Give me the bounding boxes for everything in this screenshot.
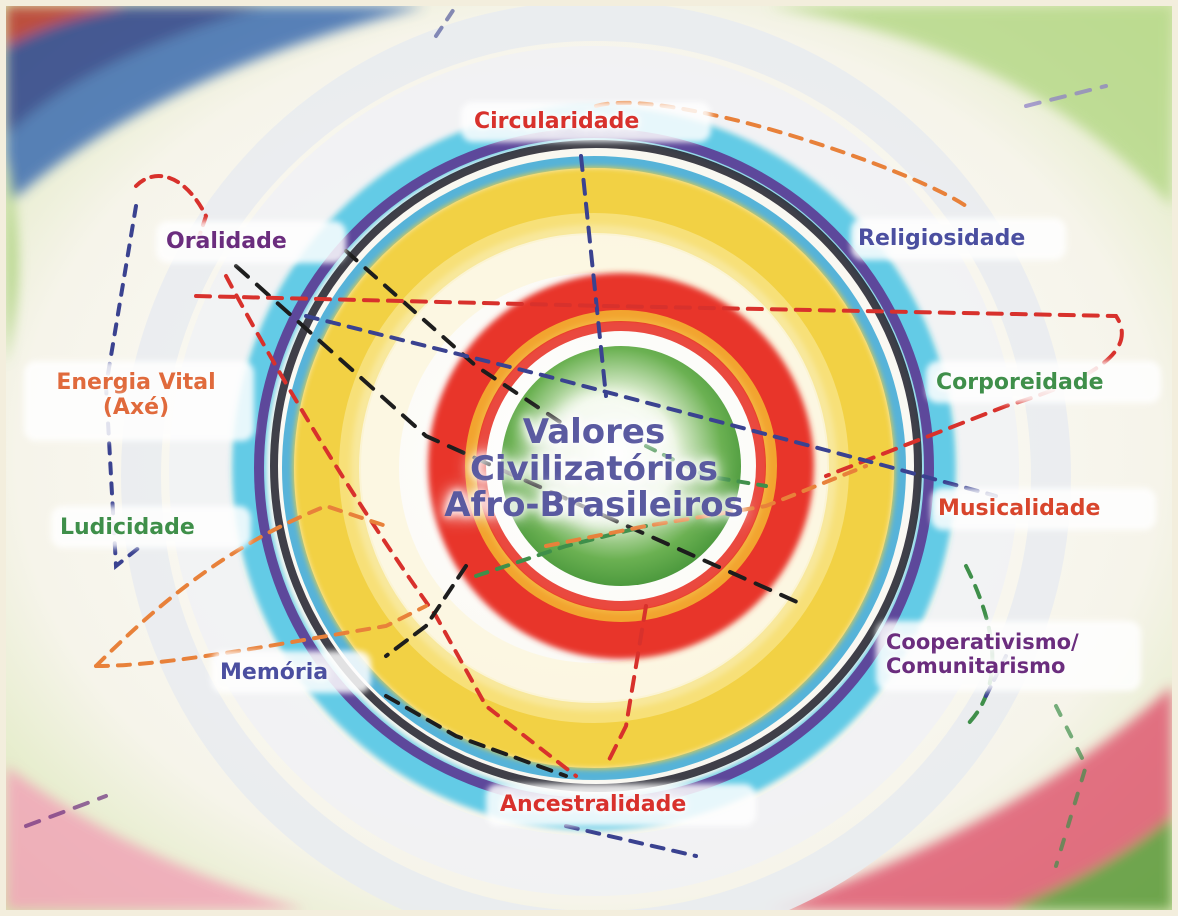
label-cooperativismo-line1: Cooperativismo/ <box>886 630 1079 654</box>
label-musicalidade: Musicalidade <box>938 496 1101 521</box>
label-ludicidade: Ludicidade <box>60 515 195 540</box>
dashed-connections <box>24 6 1124 868</box>
ring-artwork <box>6 6 1172 910</box>
label-memoria: Memória <box>220 660 329 685</box>
label-oralidade: Oralidade <box>166 229 287 254</box>
center-title-line1: Valores <box>522 412 666 452</box>
label-circularidade: Circularidade <box>474 109 640 134</box>
label-corporeidade: Corporeidade <box>936 370 1104 395</box>
label-energia-vital-line2: (Axé) <box>102 395 170 421</box>
corner-washes <box>6 6 1172 910</box>
inner-rings <box>428 273 814 659</box>
label-energia-vital-line1: Energia Vital <box>56 370 216 395</box>
label-cooperativismo: Cooperativismo/ Comunitarismo <box>886 630 1079 678</box>
diagram-frame: Circularidade Religiosidade Oralidade En… <box>6 6 1172 910</box>
center-title-line3: Afro-Brasileiros <box>444 485 744 526</box>
label-cooperativismo-line2: Comunitarismo <box>886 654 1066 679</box>
center-title: Valores Civilizatórios Afro-Brasileiros <box>414 414 774 524</box>
label-religiosidade: Religiosidade <box>858 226 1026 251</box>
center-title-line2: Civilizatórios <box>469 448 719 489</box>
label-energia-vital: Energia Vital (Axé) <box>30 370 242 421</box>
label-backdrops <box>24 102 1161 826</box>
label-ancestralidade: Ancestralidade <box>500 792 687 817</box>
